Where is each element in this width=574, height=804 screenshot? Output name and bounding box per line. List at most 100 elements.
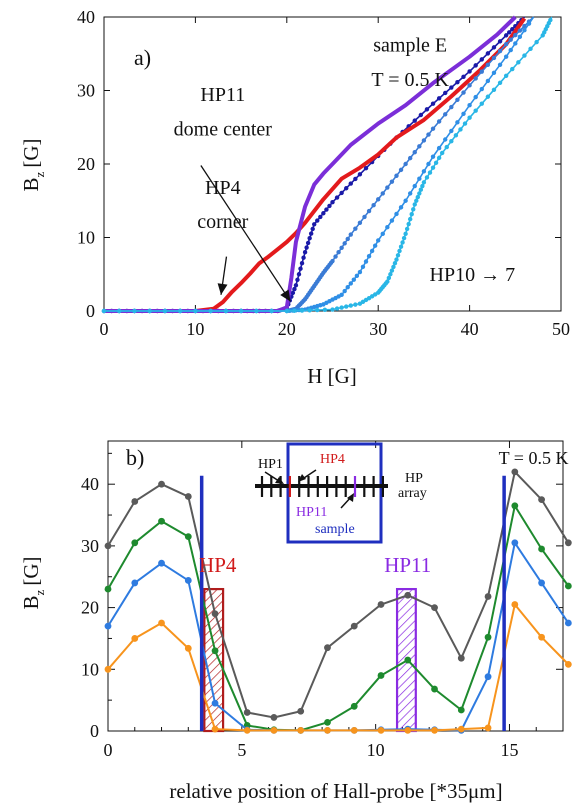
a-series-point-0 [424,107,430,112]
b-annotation: HP11 [384,553,431,577]
a-series-point-4 [522,28,527,33]
b-ytick-label: 40 [81,474,99,494]
b-series-point-3 [431,726,438,734]
a-series-point-5 [353,302,358,307]
b-series-point-2 [484,673,492,681]
a-series-point-5 [497,80,503,85]
a-annotation: corner [197,211,248,233]
panel-b-label: b) [126,445,144,470]
a-series-point-5 [334,306,340,311]
a-series-point-4 [513,41,518,46]
panel-b-ylabel: Bz [G] [19,557,47,610]
b-series-point-0 [484,593,492,600]
a-series-point-4 [407,191,413,196]
b-series-line-0 [107,469,570,719]
a-series-point-3 [497,48,503,54]
a-series-point-0 [321,211,326,216]
panel-b: 0 5 10 15 0 10 20 30 40 T = 0.5 K HP4 HP11 HP1 HP4… [19,440,572,803]
a-series-point-5 [322,307,328,312]
b-series-point-2 [184,577,192,584]
a-series-point-0 [497,39,503,44]
a-series-point-5 [385,279,390,284]
a-xtick-label: 0 [100,319,109,339]
b-ytick-label: 10 [81,659,99,679]
a-series-point-3 [455,97,460,103]
b-series-point-0 [211,610,219,618]
a-ytick-label: 0 [86,301,95,321]
a-series-point-4 [385,225,390,230]
a-series-point-5 [398,244,404,249]
a-series-point-4 [436,145,442,151]
panel-a-ylabel-sub: z [32,171,47,177]
a-series-point-5 [344,304,349,309]
a-series-point-0 [357,172,363,177]
b-series-point-3 [538,633,545,641]
a-series-point-0 [295,277,300,282]
a-series-point-5 [292,308,297,313]
a-series-point-5 [162,308,168,314]
a-series-point-5 [177,308,183,314]
a-arrow-head [217,283,228,295]
a-series-point-3 [342,241,347,246]
a-series-point-5 [528,46,533,52]
a-ytick-label: 40 [77,7,95,27]
b-series-point-0 [404,591,412,599]
a-series-point-5 [348,303,353,308]
a-arrow-head [280,289,291,302]
b-series-point-3 [211,725,219,733]
a-series-point-5 [444,144,449,150]
panel-a: 0 10 20 30 40 50 0 10 20 30 40 sample E T = 0.5 K HP… [19,7,570,388]
b-series-point-3 [243,726,251,734]
b-series-point-0 [431,604,438,611]
a-series-point-5 [339,305,344,310]
a-series-point-4 [430,154,436,159]
a-series-point-5 [436,155,442,161]
a-series-point-5 [330,307,335,312]
a-series-point-5 [117,308,122,314]
a-series-point-4 [421,169,427,174]
a-series-point-3 [376,197,381,202]
a-series-point-4 [485,78,491,84]
b-series-point-3 [184,644,192,652]
a-series-point-5 [548,17,553,23]
a-series-point-0 [296,272,302,277]
b-series-point-1 [484,633,492,641]
a-series-point-5 [299,308,305,313]
a-series-point-0 [473,63,478,68]
a-series-point-5 [307,308,312,313]
a-series-point-5 [397,248,402,254]
a-series-point-5 [101,308,107,314]
a-series-point-4 [369,248,375,254]
inset-sample-box [286,442,383,544]
a-series-point-0 [307,236,312,241]
b-series-point-1 [457,706,465,714]
inset-label-hp11: HP11 [296,505,327,520]
a-series-point-4 [348,281,353,286]
a-series-point-4 [503,54,509,59]
a-series-point-3 [421,138,427,143]
b-series-point-1 [431,685,438,693]
a-series-point-3 [426,132,431,137]
b-series-point-2 [211,699,219,707]
b-series-point-1 [404,656,412,664]
a-series-point-4 [339,292,344,298]
b-series-point-0 [511,468,519,476]
a-series-point-0 [363,165,369,171]
a-series-point-4 [345,285,350,290]
b-series-point-3 [457,725,465,733]
a-series-point-5 [503,73,509,79]
a-series-point-4 [479,86,484,92]
a-series-point-0 [318,214,323,220]
a-series-point-0 [327,203,332,209]
b-ytick-label: 20 [81,598,99,618]
a-series-point-3 [503,41,509,47]
a-series-point-5 [223,308,229,314]
a-series-point-4 [342,288,347,294]
a-series-point-3 [333,254,338,259]
a-series-point-0 [461,74,466,79]
a-series-point-4 [449,128,454,134]
b-series-point-3 [377,726,385,734]
a-series-point-0 [308,231,314,236]
a-series-point-0 [302,250,308,255]
a-annotation: HP10 → 7 [430,264,516,286]
